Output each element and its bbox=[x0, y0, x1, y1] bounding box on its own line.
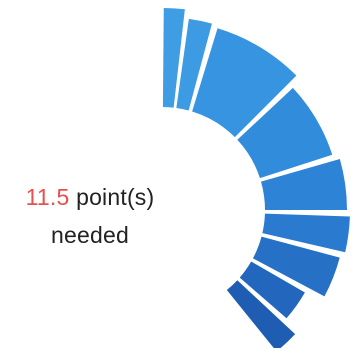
gauge-segment-1 bbox=[162, 8, 185, 108]
points-needed-caption: 11.5 point(s) needed bbox=[0, 178, 180, 254]
gauge-segment-3 bbox=[192, 28, 297, 138]
gauge-segment-4 bbox=[237, 87, 333, 179]
gauge-segment-6 bbox=[262, 213, 350, 253]
gauge-segment-8 bbox=[239, 261, 305, 319]
gauge-segment-9 bbox=[226, 280, 296, 348]
gauge-segment-2 bbox=[176, 18, 212, 111]
points-unit-label: point(s) bbox=[76, 184, 155, 210]
points-needed-value: 11.5 bbox=[25, 184, 70, 210]
needed-label: needed bbox=[51, 222, 129, 248]
points-line: 11.5 point(s) bbox=[0, 178, 180, 216]
gauge-segment-7 bbox=[252, 236, 340, 297]
gauge-segment-5 bbox=[261, 159, 347, 210]
